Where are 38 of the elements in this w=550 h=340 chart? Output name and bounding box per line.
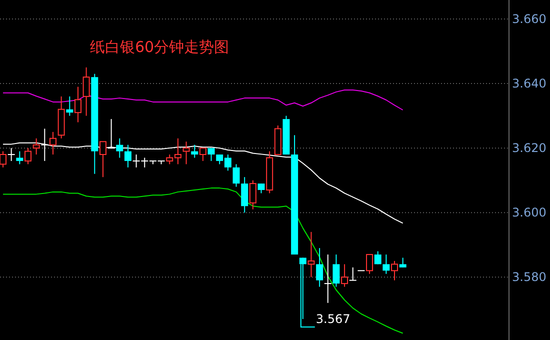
candlestick <box>199 148 206 162</box>
candlestick <box>332 254 340 288</box>
candlestick <box>191 144 198 158</box>
candlestick <box>399 257 406 268</box>
y-tick-label: 3.580 <box>512 270 546 284</box>
candlestick <box>324 254 332 304</box>
candlestick <box>32 138 40 156</box>
candlestick <box>249 180 256 210</box>
y-tick-label: 3.600 <box>512 206 546 220</box>
candlestick <box>382 254 390 274</box>
candlestick <box>308 231 315 278</box>
candlestick <box>208 148 215 162</box>
candlestick <box>232 164 240 188</box>
candlestick <box>124 144 132 168</box>
candlestick <box>258 183 265 194</box>
candlestick <box>182 141 190 165</box>
candlestick <box>341 264 348 288</box>
y-tick-label: 3.620 <box>512 141 546 156</box>
text: 纸白银60分钟走势图 <box>90 38 230 56</box>
annotation: 3.567 <box>316 312 350 326</box>
candlestick <box>241 176 248 214</box>
candlestick <box>316 248 324 288</box>
candlestick <box>116 138 124 158</box>
candlestick <box>24 148 32 165</box>
y-tick-label: 3.660 <box>512 12 546 26</box>
candlestick <box>49 131 56 156</box>
candlestick <box>299 257 306 320</box>
y-tick-label: 3.640 <box>512 76 546 91</box>
candlestick <box>366 254 374 274</box>
candlestick <box>16 150 24 165</box>
candlestick <box>7 148 16 162</box>
candlestick <box>374 250 382 265</box>
candlestick <box>74 86 82 123</box>
candlestick <box>348 266 357 281</box>
candlestick <box>66 96 74 116</box>
candlestick <box>99 141 106 178</box>
candlestick <box>82 66 90 116</box>
candlestick <box>391 260 398 281</box>
